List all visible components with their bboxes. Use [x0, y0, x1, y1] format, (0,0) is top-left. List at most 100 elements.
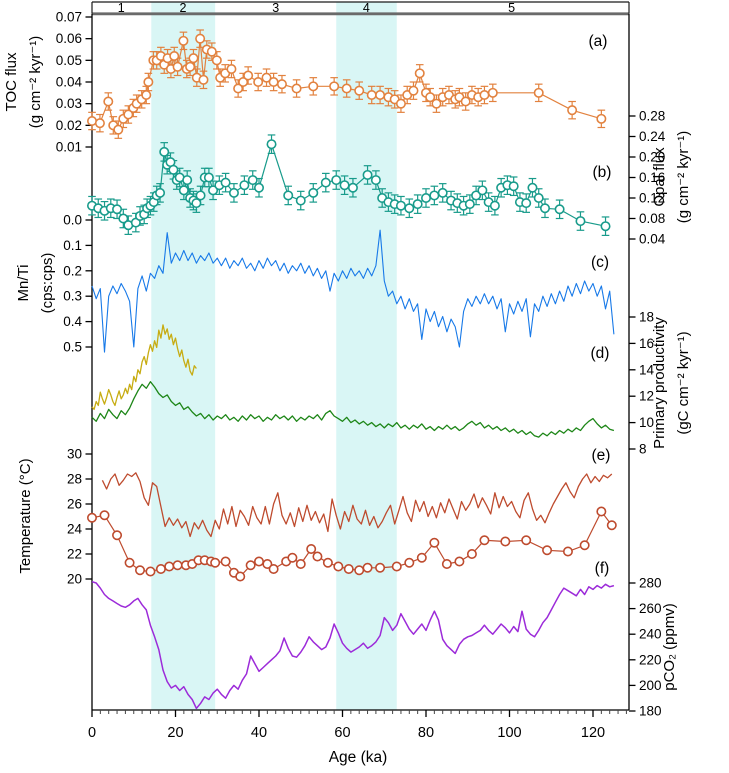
- x-tick-label: 120: [581, 725, 605, 741]
- tick-label-toc: 0.05: [56, 53, 82, 68]
- series-d-line: [91, 381, 615, 438]
- tick-label-pp: 16: [639, 336, 654, 351]
- axis-title-toc: (g cm⁻² kyr⁻¹): [27, 36, 44, 128]
- data-marker: [203, 172, 214, 183]
- data-marker: [366, 90, 377, 101]
- tick-label-mnti: 0.4: [63, 314, 82, 329]
- data-marker: [182, 175, 193, 186]
- data-marker: [370, 175, 381, 186]
- data-marker: [191, 198, 202, 209]
- series-f-line: [91, 580, 615, 710]
- data-marker: [168, 164, 179, 175]
- tick-label-toc: 0.06: [56, 31, 82, 46]
- data-marker: [239, 180, 250, 191]
- x-tick-label: 60: [334, 725, 350, 741]
- data-marker: [245, 560, 256, 571]
- data-marker: [429, 537, 440, 548]
- data-marker: [375, 562, 386, 573]
- data-marker: [579, 540, 590, 551]
- data-marker: [391, 561, 402, 572]
- data-marker: [87, 116, 98, 127]
- tick-label-temp: 22: [67, 547, 82, 562]
- stage-label: 4: [363, 1, 370, 15]
- tick-label-pp: 12: [639, 389, 654, 404]
- data-marker: [600, 221, 611, 232]
- data-marker: [253, 77, 264, 88]
- axis-title-pp: (gC cm⁻² kyr⁻¹): [675, 331, 692, 434]
- panel-letter-d: (d): [591, 345, 610, 362]
- data-marker: [333, 561, 344, 572]
- panel-letter-f: (f): [595, 560, 610, 577]
- data-marker: [141, 90, 152, 101]
- data-marker: [198, 74, 209, 85]
- tick-label-pp: 8: [639, 442, 647, 457]
- data-marker: [464, 199, 475, 210]
- tick-label-opal: 0.24: [639, 129, 666, 144]
- data-marker: [276, 79, 287, 90]
- data-marker: [188, 53, 199, 64]
- data-marker: [254, 182, 265, 193]
- data-marker: [113, 124, 124, 135]
- panel-letter-b: (b): [593, 164, 612, 181]
- data-marker: [479, 90, 490, 101]
- data-marker: [103, 96, 114, 107]
- tick-label-pp: 18: [639, 310, 654, 325]
- axis-title-opal: (g cm⁻² kyr⁻¹): [675, 131, 692, 223]
- tick-label-opal: 0.16: [639, 170, 665, 185]
- data-marker: [210, 557, 221, 568]
- data-marker: [308, 81, 319, 92]
- stage-label: 2: [180, 1, 187, 15]
- panel-letter-e: (e): [592, 447, 611, 464]
- tick-label-temp: 30: [67, 447, 82, 462]
- data-marker: [479, 535, 490, 546]
- data-marker: [567, 105, 578, 116]
- tick-label-toc: 0.02: [56, 118, 82, 133]
- data-marker: [87, 512, 98, 523]
- data-marker: [291, 83, 302, 94]
- data-marker: [454, 556, 465, 567]
- data-marker: [460, 96, 471, 107]
- data-marker: [343, 563, 354, 574]
- data-marker: [521, 198, 532, 209]
- data-marker: [420, 193, 431, 204]
- tick-label-pp: 10: [639, 415, 654, 430]
- data-marker: [375, 90, 386, 101]
- axis-title-pp: Primary productivity: [651, 317, 668, 449]
- tick-label-pco2: 220: [639, 652, 662, 667]
- tick-label-toc: 0.03: [56, 96, 82, 111]
- data-marker: [339, 180, 350, 191]
- tick-label-temp: 20: [67, 572, 82, 587]
- tick-label-opal: 0.08: [639, 211, 665, 226]
- tick-label-temp: 26: [67, 497, 82, 512]
- tick-label-pp: 14: [639, 362, 655, 377]
- x-tick-label: 100: [497, 725, 521, 741]
- x-tick-label: 0: [88, 725, 96, 741]
- data-marker: [306, 543, 317, 554]
- tick-label-temp: 28: [67, 472, 82, 487]
- axis-title-mnti: (cps:cps): [39, 253, 56, 314]
- data-marker: [320, 177, 331, 188]
- tick-label-mnti: 0.0: [63, 213, 82, 228]
- x-tick-label: 40: [251, 725, 267, 741]
- data-marker: [412, 199, 423, 210]
- data-marker: [233, 83, 244, 94]
- data-marker: [354, 565, 365, 576]
- data-marker: [527, 182, 538, 193]
- stage-label: 5: [508, 1, 515, 15]
- data-marker: [408, 85, 419, 96]
- data-marker: [262, 558, 273, 569]
- data-marker: [466, 548, 477, 559]
- tick-label-temp: 24: [67, 522, 83, 537]
- data-marker: [99, 510, 110, 521]
- data-marker: [254, 556, 265, 567]
- data-marker: [331, 175, 342, 186]
- tick-label-pco2: 180: [639, 704, 662, 719]
- data-marker: [395, 200, 406, 211]
- data-marker: [268, 563, 279, 574]
- stage-label: 3: [272, 1, 279, 15]
- data-marker: [178, 35, 189, 46]
- tick-label-mnti: 0.3: [63, 289, 82, 304]
- data-marker: [554, 204, 565, 215]
- data-marker: [312, 551, 323, 562]
